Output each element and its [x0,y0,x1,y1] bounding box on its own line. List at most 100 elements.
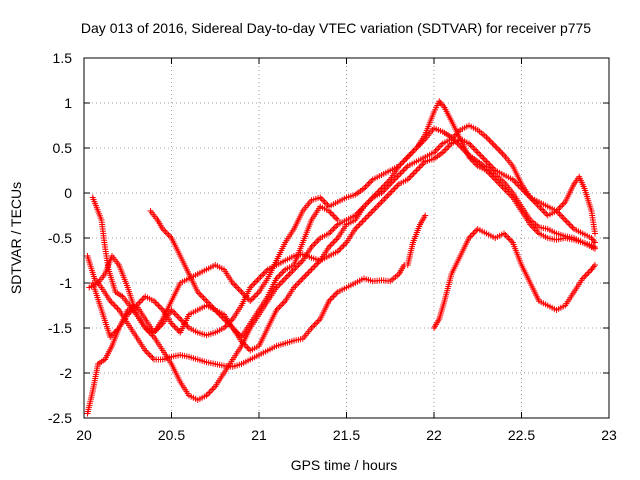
data-point [340,242,347,249]
data-point [412,169,419,175]
data-point [232,283,239,289]
data-point [508,193,515,199]
data-point [209,386,216,393]
data-point [296,278,303,285]
data-point [280,268,287,274]
data-point [356,221,363,228]
data-point [331,238,338,244]
data-point [169,322,176,328]
data-point [584,271,591,277]
data-point [433,146,440,153]
data-point [146,352,153,358]
data-point [403,164,410,171]
data-point [172,325,179,331]
data-point [471,229,478,235]
data-point [533,200,540,207]
data-point [489,140,496,147]
data-point [366,211,373,217]
data-point [468,143,475,150]
data-point [175,314,182,321]
data-point [505,235,512,241]
data-point [585,269,592,276]
data-point [172,311,179,318]
data-point [398,169,405,175]
data-point [204,299,211,306]
data-point [533,227,540,234]
data-point [390,187,397,193]
data-point [302,272,309,279]
data-point [295,280,302,286]
data-point [396,172,402,178]
data-point [403,155,410,162]
data-point [298,277,305,283]
data-point [398,160,405,166]
data-point [470,230,477,237]
data-point [371,206,378,213]
data-point [171,323,178,330]
data-point [206,301,213,307]
data-point [362,215,369,222]
data-point [153,301,160,307]
data-point [204,391,211,397]
data-point [417,163,424,169]
data-point [337,245,344,252]
data-point [330,293,337,300]
data-point [114,305,121,312]
data-point [177,316,184,322]
data-point [492,143,499,150]
data-point [568,223,575,229]
data-point [336,247,343,253]
data-point [470,145,477,151]
data-point [331,214,338,220]
data-point [231,281,238,288]
x-tick-label: 22.5 [508,427,535,443]
data-point [381,196,388,202]
data-point [333,215,340,222]
data-point [388,188,395,195]
x-tick-label: 20.5 [158,427,185,443]
data-point [382,194,389,201]
data-point [368,209,375,216]
data-point [312,320,319,327]
data-point [156,304,163,310]
data-point [251,293,258,300]
y-tick-label: 0.5 [53,140,73,156]
x-tick-label: 21 [251,427,267,443]
data-point [538,206,545,213]
data-point [207,388,214,394]
data-point [280,277,287,283]
data-point [569,224,576,231]
data-point [250,295,257,301]
data-point [318,196,325,202]
data-point [256,275,262,282]
data-point [375,202,382,208]
data-point [202,296,209,303]
data-point [490,175,497,181]
data-point [244,344,251,351]
data-point [387,190,394,196]
data-point [410,170,417,177]
data-point [406,152,413,159]
data-point [327,209,334,216]
data-point [362,202,369,208]
data-point [557,203,564,210]
data-point [587,268,594,274]
data-point [372,205,379,211]
data-point [260,271,267,277]
data-point [219,314,226,321]
data-point [436,143,443,150]
data-point [247,298,254,304]
data-point [309,242,316,249]
data-point [213,308,220,315]
data-point [495,146,502,153]
data-point [148,353,155,360]
data-point [339,244,346,250]
data-point [328,241,335,247]
data-point [321,199,328,205]
data-point [378,199,385,205]
grid [84,58,609,418]
data-point [442,146,449,153]
data-point [254,277,261,283]
data-point [501,185,507,192]
